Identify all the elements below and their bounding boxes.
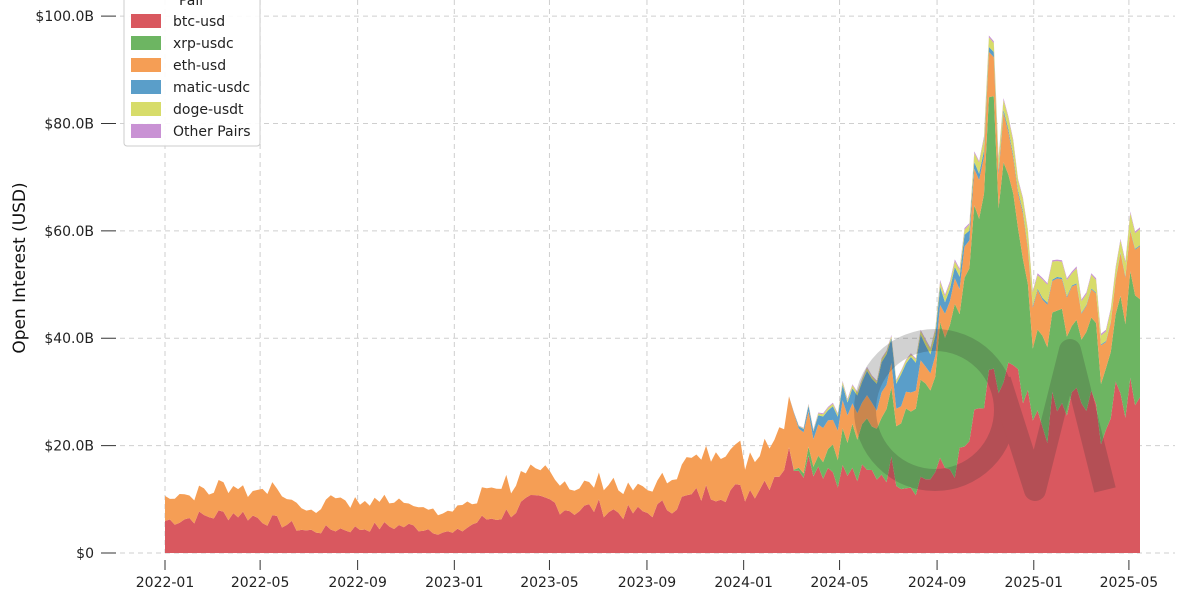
y-tick-label: $20.0B <box>44 439 94 455</box>
legend-swatch-eth-usd <box>131 58 161 72</box>
legend-label: doge-usdt <box>173 102 244 118</box>
y-tick-label: $100.0B <box>35 9 94 25</box>
y-axis-title: Open Interest (USD) <box>10 182 30 353</box>
x-tick-label: 2024-01 <box>714 575 773 591</box>
legend-swatch-btc-usd <box>131 14 161 28</box>
legend-swatch-other-pairs <box>131 124 161 138</box>
legend-label: btc-usd <box>173 14 225 30</box>
x-tick-label: 2022-01 <box>136 575 195 591</box>
axes: Open Interest (USD) $0 $20.0B $40.0B $60.0B… <box>10 9 1158 591</box>
area-eth-usd <box>165 52 1140 535</box>
area-btc-usd <box>165 362 1140 553</box>
legend-label: eth-usd <box>173 58 226 74</box>
x-tick-label: 2022-09 <box>328 575 387 591</box>
legend-label: Other Pairs <box>173 124 251 140</box>
legend-swatch-xrp-usdc <box>131 36 161 50</box>
y-tick-label: $60.0B <box>44 224 94 240</box>
x-tick-label: 2022-05 <box>231 575 290 591</box>
x-tick-label: 2023-01 <box>425 575 484 591</box>
x-tick-label: 2024-05 <box>810 575 869 591</box>
legend-title: Pair <box>179 0 205 9</box>
x-tick-label: 2023-05 <box>520 575 579 591</box>
y-tick-label: $0 <box>76 546 94 562</box>
legend-label: xrp-usdc <box>173 36 234 52</box>
x-tick-label: 2025-01 <box>1005 575 1064 591</box>
y-tick-label: $40.0B <box>44 331 94 347</box>
x-tick-label: 2025-05 <box>1100 575 1159 591</box>
legend-label: matic-usdc <box>173 80 250 96</box>
stacked-areas <box>165 35 1140 553</box>
y-tick-label: $80.0B <box>44 116 94 132</box>
x-tick-label: 2023-09 <box>618 575 677 591</box>
x-tick-label: 2024-09 <box>908 575 967 591</box>
legend-swatch-matic-usdc <box>131 80 161 94</box>
watermark-logo <box>854 329 1116 501</box>
legend: Pair btc-usd xrp-usdc eth-usd matic-usdc dog… <box>123 0 261 147</box>
legend-swatch-doge-usdt <box>131 102 161 116</box>
area-matic-usdc <box>165 46 1140 516</box>
